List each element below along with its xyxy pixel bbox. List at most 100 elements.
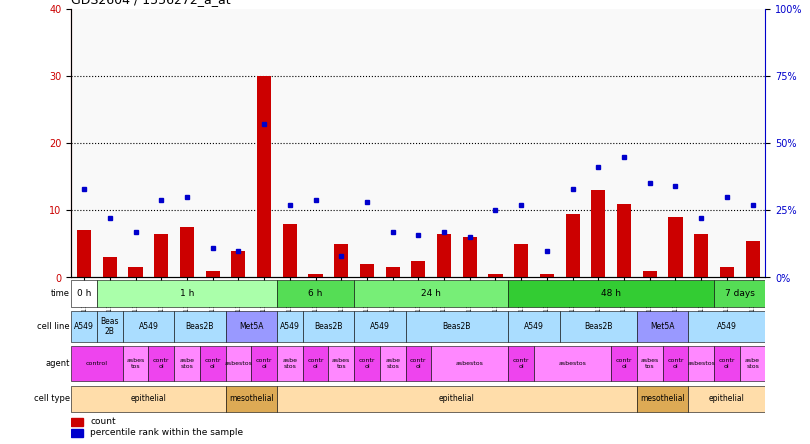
- Bar: [740, 346, 765, 381]
- Text: asbes
tos: asbes tos: [126, 358, 145, 369]
- Bar: [148, 346, 174, 381]
- Text: 6 h: 6 h: [309, 289, 322, 298]
- Bar: [668, 217, 683, 278]
- Text: contr
ol: contr ol: [153, 358, 169, 369]
- Bar: [565, 214, 580, 278]
- Text: asbe
stos: asbe stos: [386, 358, 400, 369]
- Bar: [174, 346, 200, 381]
- Bar: [694, 234, 708, 278]
- Text: Met5A: Met5A: [239, 322, 263, 331]
- Bar: [303, 346, 328, 381]
- Bar: [354, 281, 509, 307]
- Bar: [688, 386, 765, 412]
- Text: asbestos: asbestos: [224, 361, 253, 366]
- Text: A549: A549: [139, 322, 158, 331]
- Text: Beas2B: Beas2B: [443, 322, 471, 331]
- Text: epithelial: epithelial: [709, 394, 745, 404]
- Text: Beas2B: Beas2B: [185, 322, 214, 331]
- Text: asbes
tos: asbes tos: [332, 358, 351, 369]
- Text: count: count: [91, 417, 116, 427]
- Text: asbes
tos: asbes tos: [641, 358, 659, 369]
- Bar: [720, 267, 734, 278]
- Text: 48 h: 48 h: [601, 289, 621, 298]
- Bar: [97, 311, 122, 342]
- Bar: [637, 346, 663, 381]
- Bar: [200, 346, 225, 381]
- Bar: [277, 281, 354, 307]
- Bar: [637, 311, 688, 342]
- Bar: [225, 311, 277, 342]
- Bar: [591, 190, 605, 278]
- Bar: [509, 281, 714, 307]
- Bar: [617, 204, 631, 278]
- Text: contr
ol: contr ol: [359, 358, 375, 369]
- Bar: [411, 261, 425, 278]
- Text: contr
ol: contr ol: [616, 358, 633, 369]
- Bar: [509, 311, 560, 342]
- Text: contr
ol: contr ol: [667, 358, 684, 369]
- Text: A549: A549: [370, 322, 390, 331]
- Bar: [745, 241, 760, 278]
- Text: contr
ol: contr ol: [204, 358, 221, 369]
- Bar: [277, 311, 303, 342]
- Bar: [303, 311, 354, 342]
- Bar: [437, 234, 451, 278]
- Text: asbestos: asbestos: [687, 361, 715, 366]
- Text: asbe
stos: asbe stos: [180, 358, 194, 369]
- Bar: [560, 311, 637, 342]
- Bar: [283, 224, 297, 278]
- Text: cell type: cell type: [34, 394, 70, 404]
- Bar: [663, 346, 688, 381]
- Bar: [77, 230, 92, 278]
- Bar: [380, 346, 406, 381]
- Bar: [386, 267, 399, 278]
- Text: asbe
stos: asbe stos: [283, 358, 297, 369]
- Text: percentile rank within the sample: percentile rank within the sample: [91, 428, 244, 437]
- Text: epithelial: epithelial: [130, 394, 166, 404]
- Bar: [71, 311, 97, 342]
- Bar: [71, 417, 83, 426]
- Text: mesothelial: mesothelial: [640, 394, 685, 404]
- Text: 0 h: 0 h: [77, 289, 92, 298]
- Text: Beas2B: Beas2B: [584, 322, 612, 331]
- Bar: [232, 250, 245, 278]
- Bar: [688, 346, 714, 381]
- Text: 1 h: 1 h: [180, 289, 194, 298]
- Bar: [354, 311, 406, 342]
- Bar: [714, 346, 740, 381]
- Bar: [277, 386, 637, 412]
- Bar: [354, 346, 380, 381]
- Text: contr
ol: contr ol: [307, 358, 324, 369]
- Bar: [688, 311, 765, 342]
- Text: asbestos: asbestos: [456, 361, 484, 366]
- Bar: [257, 76, 271, 278]
- Text: asbe
stos: asbe stos: [745, 358, 760, 369]
- Bar: [534, 346, 612, 381]
- Text: cell line: cell line: [37, 322, 70, 331]
- Text: agent: agent: [45, 359, 70, 369]
- Text: A549: A549: [280, 322, 300, 331]
- Bar: [642, 271, 657, 278]
- Text: contr
ol: contr ol: [410, 358, 427, 369]
- Bar: [277, 346, 303, 381]
- Bar: [122, 346, 148, 381]
- Bar: [71, 428, 83, 437]
- Text: epithelial: epithelial: [439, 394, 475, 404]
- Text: control: control: [86, 361, 108, 366]
- Bar: [206, 271, 220, 278]
- Bar: [488, 274, 502, 278]
- Bar: [71, 346, 122, 381]
- Text: 24 h: 24 h: [421, 289, 441, 298]
- Bar: [360, 264, 374, 278]
- Bar: [539, 274, 554, 278]
- Text: 7 days: 7 days: [725, 289, 755, 298]
- Text: GDS2604 / 1556272_a_at: GDS2604 / 1556272_a_at: [71, 0, 231, 6]
- Bar: [174, 311, 225, 342]
- Text: asbestos: asbestos: [559, 361, 586, 366]
- Text: contr
ol: contr ol: [256, 358, 272, 369]
- Bar: [225, 346, 251, 381]
- Bar: [122, 311, 174, 342]
- Bar: [71, 386, 225, 412]
- Bar: [225, 386, 277, 412]
- Bar: [180, 227, 194, 278]
